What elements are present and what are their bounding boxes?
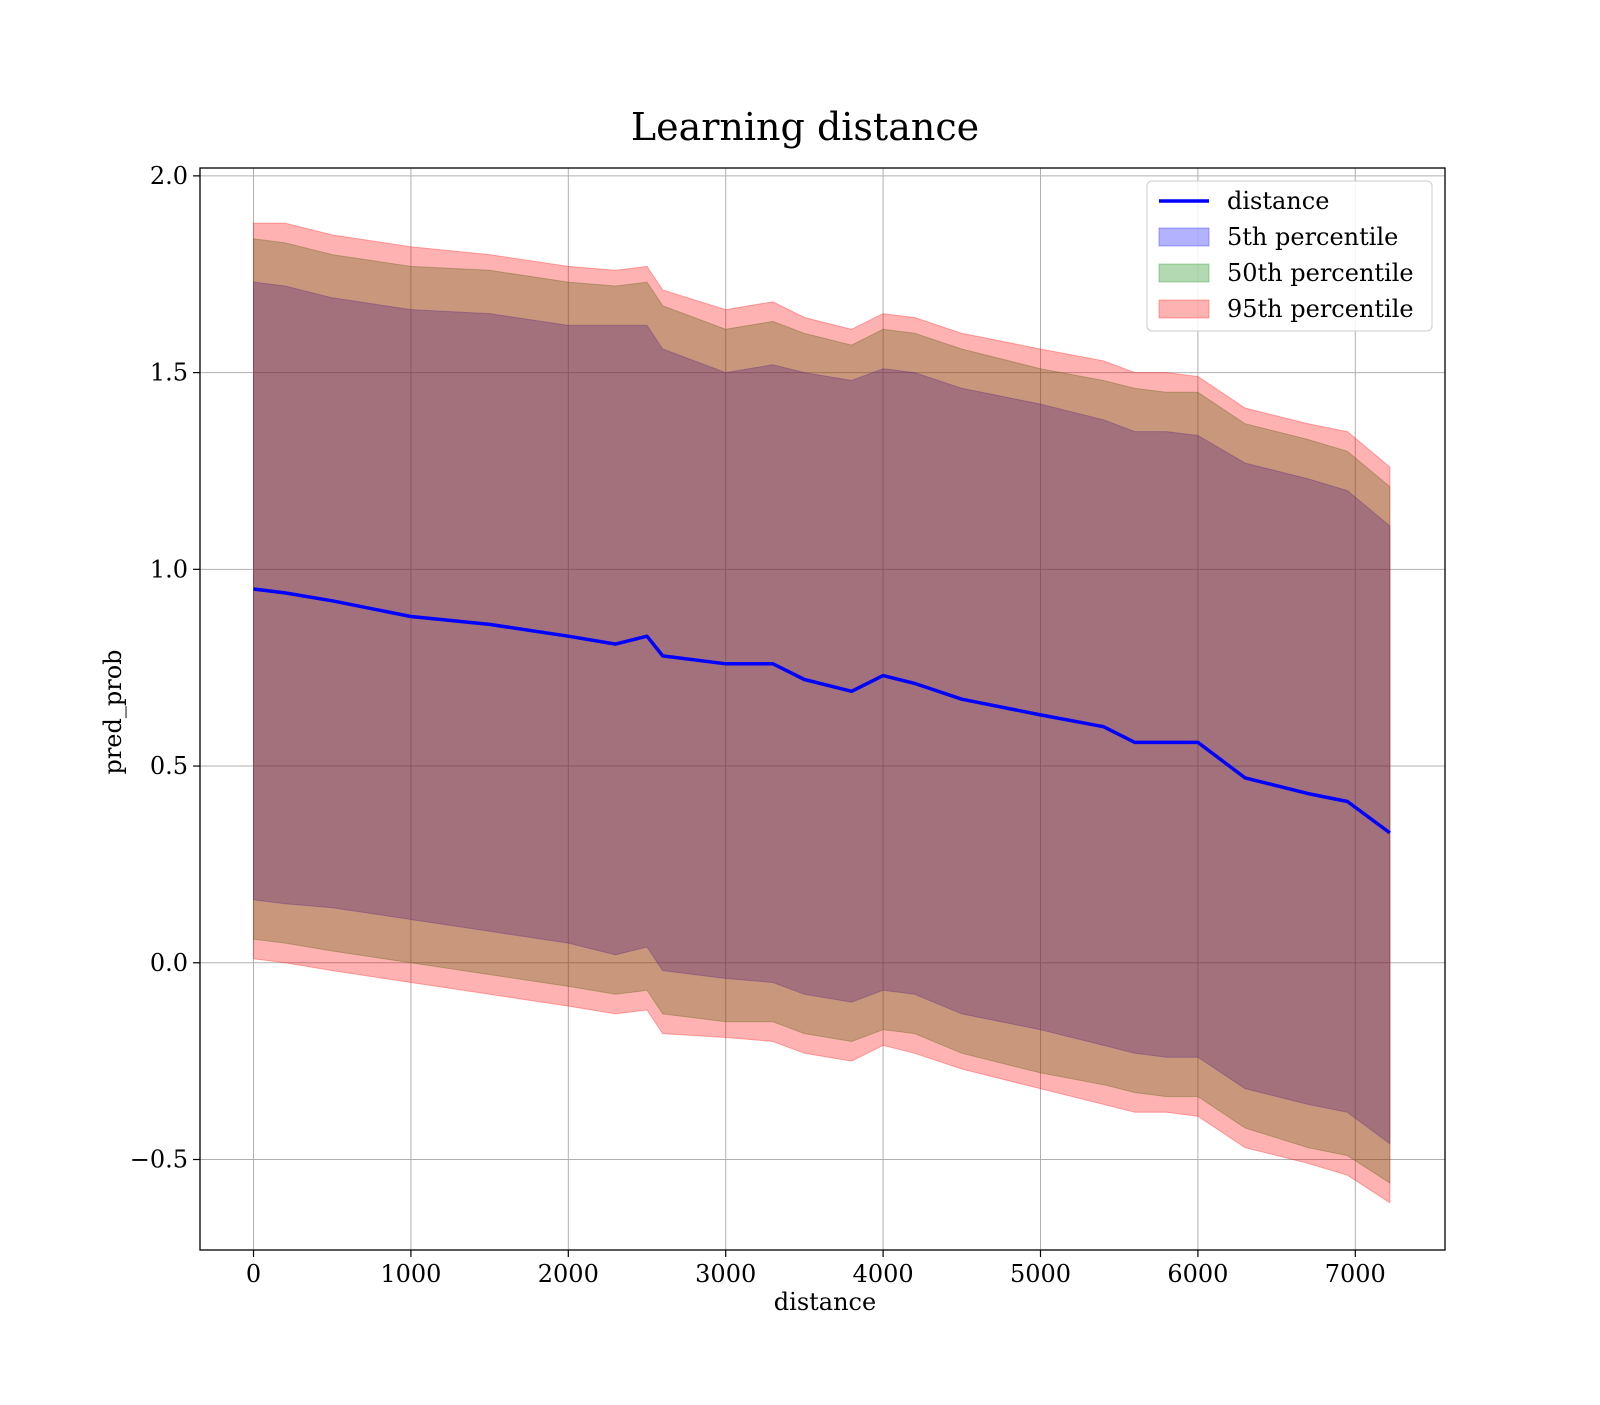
x-axis-label: distance	[774, 1288, 876, 1316]
legend-swatch-patch	[1158, 299, 1210, 319]
series-line-distance	[253, 587, 1391, 835]
bands	[253, 222, 1391, 1204]
x-ticks: 0 1000 2000 3000 4000 5000 6000 7000	[246, 1250, 1386, 1288]
band-95th-percentile	[253, 222, 1391, 1204]
x-tick-label: 0	[246, 1260, 261, 1288]
y-tick-label: 2.0	[150, 162, 188, 190]
chart-title: Learning distance	[631, 105, 979, 149]
legend-box	[1146, 180, 1433, 332]
legend-swatch-patch	[1158, 227, 1210, 247]
y-tick-label: 0.0	[150, 949, 188, 977]
x-tick-label: 4000	[853, 1260, 914, 1288]
band-5th-percentile	[253, 281, 1391, 1145]
grid	[200, 168, 1445, 1250]
y-axis-label: pred_prob	[99, 649, 127, 774]
legend-label: 50th percentile	[1227, 259, 1414, 287]
x-tick-label: 6000	[1167, 1260, 1228, 1288]
y-tick-label: 1.5	[150, 359, 188, 387]
x-tick-label: 7000	[1325, 1260, 1386, 1288]
x-tick-label: 3000	[695, 1260, 756, 1288]
lines	[253, 587, 1391, 835]
y-tick-label: 1.0	[150, 555, 188, 583]
band-50th-percentile	[253, 238, 1391, 1185]
y-tick-label: 0.5	[150, 752, 188, 780]
x-tick-label: 5000	[1010, 1260, 1071, 1288]
legend-swatch-patch	[1158, 263, 1210, 283]
y-tick-label: −0.5	[130, 1146, 188, 1174]
legend: distance 5th percentile 50th percentile 95t…	[1146, 180, 1433, 332]
x-tick-label: 1000	[380, 1260, 441, 1288]
legend-label: distance	[1227, 187, 1329, 215]
legend-label: 95th percentile	[1227, 295, 1414, 323]
x-tick-label: 2000	[538, 1260, 599, 1288]
legend-label: 5th percentile	[1227, 223, 1398, 251]
plot-frame	[199, 167, 1446, 1251]
y-ticks: −0.5 0.0 0.5 1.0 1.5 2.0	[130, 162, 200, 1174]
